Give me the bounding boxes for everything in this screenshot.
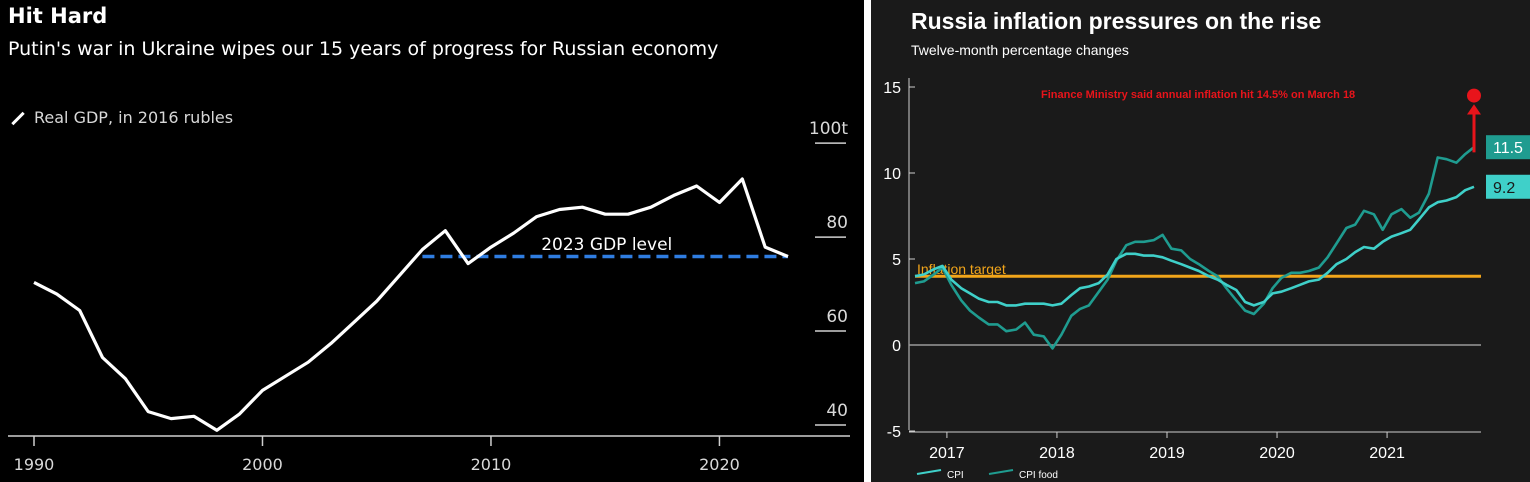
cpi-food-series-line [914, 146, 1475, 350]
y-tick-label: 80 [826, 213, 848, 233]
inflation-chart-plot: 15 10 5 0 -5 2017 2018 2019 2020 2021 Inflation ta… [883, 78, 1530, 481]
gdp-legend: Real GDP, in 2016 rubles [8, 108, 233, 127]
reference-line-label: 2023 GDP level [541, 235, 672, 255]
x-tick-label: 1990 [14, 455, 55, 474]
cpi-food-end-label: 11.5 [1493, 140, 1523, 157]
legend-cpi-food-label: CPI food [1019, 470, 1058, 481]
gdp-chart-subtitle: Putin's war in Ukraine wipes our 15 year… [8, 38, 719, 60]
gdp-chart-title: Hit Hard [8, 4, 108, 28]
annotation-arrow-head [1467, 104, 1481, 115]
x-tick-label: 2000 [242, 455, 283, 474]
y-tick-label: 15 [883, 80, 901, 97]
legend-cpi-swatch [916, 469, 942, 475]
annotation-text: Finance Ministry said annual inflation h… [1041, 89, 1355, 101]
x-tick-label: 2021 [1369, 445, 1405, 462]
y-tick-label: -5 [887, 424, 901, 441]
cpi-end-label-box [1486, 174, 1530, 199]
gdp-chart-plot: 40 60 80 100t 1990 2000 2010 2020 2023 GDP level [8, 119, 850, 474]
x-tick-label: 2010 [471, 455, 512, 474]
x-tick-label: 2018 [1039, 445, 1075, 462]
cpi-food-end-label-box [1486, 135, 1530, 160]
gdp-series-line [33, 177, 789, 432]
gdp-chart-panel: Hit Hard Putin's war in Ukraine wipes ou… [0, 0, 864, 482]
inflation-chart-title: Russia inflation pressures on the rise [911, 8, 1322, 34]
x-tick-label: 2020 [1259, 445, 1295, 462]
y-tick-label: 100t [809, 119, 848, 139]
x-tick-label: 2017 [929, 445, 965, 462]
cpi-end-label: 9.2 [1493, 180, 1515, 197]
y-tick-label: 5 [892, 252, 901, 269]
y-tick-label: 60 [826, 307, 848, 327]
inflation-chart-subtitle: Twelve-month percentage changes [911, 42, 1129, 58]
y-tick-label: 10 [883, 166, 901, 183]
x-tick-label: 2020 [699, 455, 740, 474]
legend-cpi-label: CPI [947, 470, 964, 481]
y-tick-label: 40 [826, 401, 848, 421]
annotation-dot [1467, 88, 1481, 103]
cpi-series-line [914, 185, 1475, 307]
inflation-chart-panel: Russia inflation pressures on the rise T… [871, 0, 1530, 482]
legend-cpi-food-swatch [988, 469, 1014, 475]
inflation-target-label: Inflation target [917, 261, 1006, 277]
y-tick-label: 0 [892, 338, 901, 355]
gdp-legend-label: Real GDP, in 2016 rubles [34, 108, 234, 127]
x-tick-label: 2019 [1149, 445, 1185, 462]
